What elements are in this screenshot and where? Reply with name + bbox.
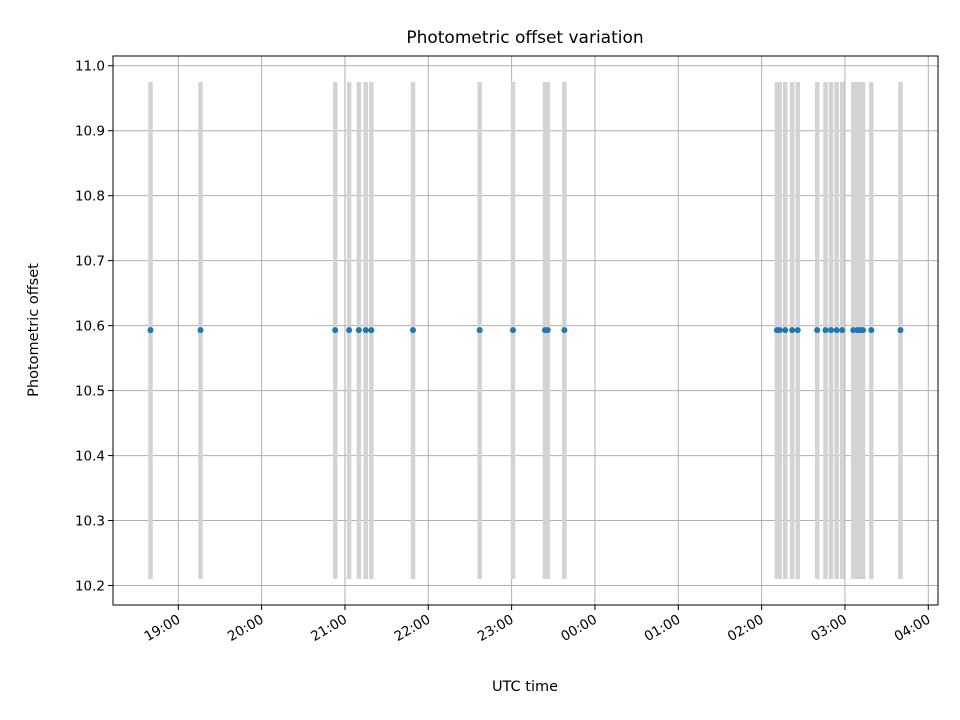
data-point (544, 327, 551, 334)
y-tick-label: 10.3 (75, 514, 105, 530)
chart-title: Photometric offset variation (406, 28, 643, 48)
y-tick-label: 10.7 (75, 254, 105, 270)
data-point (868, 327, 875, 334)
data-point (814, 327, 821, 334)
data-point (794, 327, 801, 334)
y-tick-label: 11.0 (75, 59, 105, 75)
data-point (850, 327, 857, 334)
y-tick-label: 10.2 (75, 579, 105, 595)
data-point (561, 327, 568, 334)
data-point (822, 327, 829, 334)
y-tick-label: 10.8 (75, 189, 105, 205)
data-point (510, 327, 516, 334)
data-point (147, 327, 154, 334)
data-point (197, 327, 204, 334)
data-point (833, 327, 840, 334)
y-tick-label: 10.9 (75, 124, 105, 140)
data-point (839, 327, 846, 334)
data-point (476, 327, 483, 334)
plot-frame (112, 55, 939, 606)
data-point (355, 327, 362, 334)
y-tick-label: 10.4 (75, 449, 105, 465)
y-axis-ticks: 10.2 10.3 10.4 10.5 10.6 10.7 10.8 10.9 11.0 (75, 59, 113, 595)
data-points (147, 327, 904, 334)
y-tick-label: 10.6 (75, 319, 105, 335)
data-point (860, 327, 866, 334)
data-point (897, 327, 904, 334)
y-axis-label: Photometric offset (26, 263, 42, 397)
data-point (782, 327, 789, 334)
data-point (332, 327, 339, 334)
data-point (346, 327, 353, 334)
data-point (776, 327, 783, 334)
data-point (368, 327, 375, 334)
x-axis-label: UTC time (492, 679, 558, 695)
data-point (410, 327, 416, 334)
data-point (362, 327, 369, 334)
data-point (789, 327, 796, 334)
y-tick-label: 10.5 (75, 384, 105, 400)
data-point (828, 327, 835, 334)
